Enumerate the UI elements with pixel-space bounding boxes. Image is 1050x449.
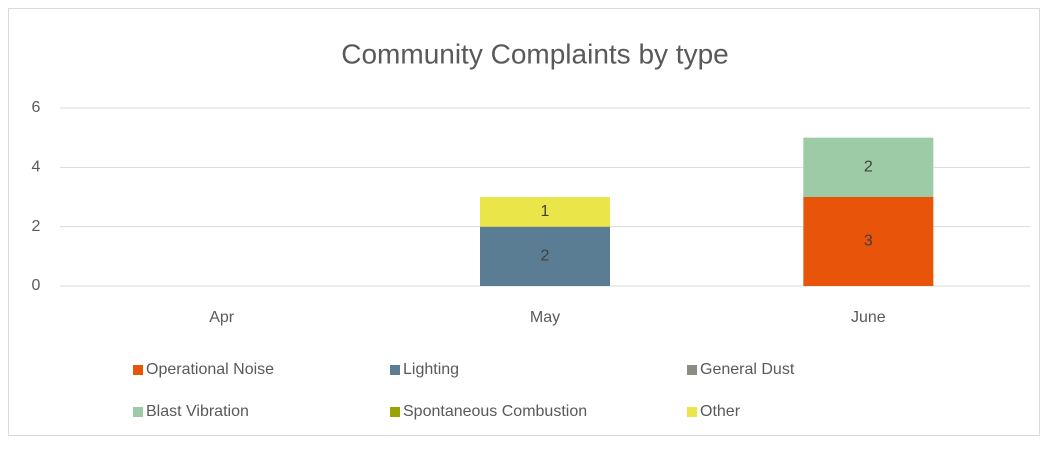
y-tick-label: 0 (32, 277, 41, 294)
chart-title: Community Complaints by type (341, 38, 728, 69)
legend-label: Operational Noise (146, 361, 274, 378)
bar-segment (480, 226, 610, 286)
legend-label: Lighting (403, 361, 459, 378)
x-tick-label: Apr (209, 309, 235, 326)
y-tick-label: 4 (32, 159, 41, 176)
data-label: 1 (541, 203, 550, 220)
data-label: 2 (541, 248, 550, 265)
y-tick-label: 6 (32, 99, 41, 116)
legend-swatch (687, 365, 697, 375)
x-tick-label: June (851, 309, 886, 326)
data-label: 3 (864, 233, 873, 250)
bar-segment (803, 197, 934, 286)
data-label: 2 (864, 159, 873, 176)
legend-label: Spontaneous Combustion (403, 403, 587, 420)
bar-segment (480, 197, 610, 227)
legend-label: General Dust (700, 361, 795, 378)
legend-swatch (390, 365, 400, 375)
legend-swatch (390, 407, 400, 417)
legend-swatch (133, 407, 143, 417)
legend-label: Blast Vibration (146, 403, 249, 420)
y-tick-label: 2 (32, 218, 41, 235)
bar-segment (803, 137, 934, 197)
legend-swatch (687, 407, 697, 417)
x-tick-label: May (530, 309, 560, 326)
legend-label: Other (700, 403, 741, 420)
legend-swatch (133, 365, 143, 375)
